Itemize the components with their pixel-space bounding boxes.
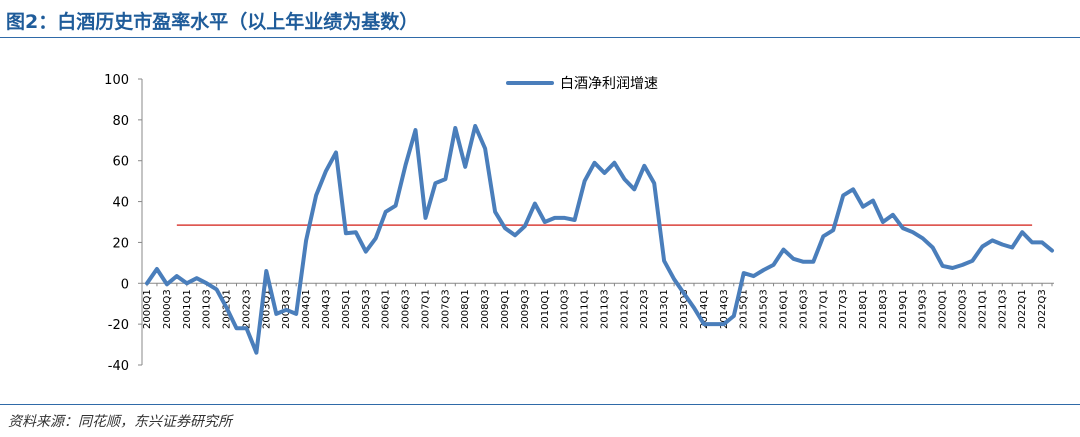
y-tick-label: 100 (104, 73, 129, 88)
x-tick-label: 2014Q1 (699, 289, 710, 329)
x-tick-label: 2016Q3 (798, 289, 809, 329)
x-tick-label: 2013Q1 (659, 289, 670, 329)
legend-label: 白酒净利润增速 (560, 76, 658, 92)
y-tick-label: -40 (108, 359, 129, 374)
x-tick-label: 2021Q3 (997, 289, 1008, 329)
x-tick-label: 2006Q3 (401, 289, 412, 329)
x-tick-label: 2020Q3 (957, 289, 968, 329)
x-tick-label: 2022Q1 (1017, 289, 1028, 329)
x-tick-label: 2018Q3 (878, 289, 889, 329)
source-divider (0, 404, 1080, 405)
y-axis: -40 -20 0 20 40 60 80 100 (104, 73, 143, 374)
x-tick-label: 2000Q1 (142, 289, 153, 329)
x-tick-label: 2007Q1 (420, 289, 431, 329)
x-tick-label: 2004Q3 (321, 289, 332, 329)
x-tick-label: 2018Q1 (858, 289, 869, 329)
x-tick-label: 2015Q1 (739, 289, 750, 329)
x-tick-label: 2005Q3 (361, 289, 372, 329)
y-tick-label: 0 (121, 277, 129, 292)
x-tick-label: 2020Q1 (938, 289, 949, 329)
x-tick-label: 2009Q3 (520, 289, 531, 329)
x-tick-label: 2003Q1 (261, 289, 272, 329)
legend: 白酒净利润增速 (506, 76, 658, 92)
x-tick-label: 2008Q1 (460, 289, 471, 329)
x-tick-label: 2004Q1 (301, 289, 312, 329)
y-tick-label: 40 (112, 196, 129, 211)
x-tick-label: 2000Q3 (162, 289, 173, 329)
line-chart: -40 -20 0 20 40 60 80 100 2000Q1 2000Q3 2001Q1 200… (104, 73, 1054, 374)
x-tick-label: 2015Q3 (759, 289, 770, 329)
x-tick-label: 2002Q3 (241, 289, 252, 329)
figure-title: 图2：白酒历史市盈率水平（以上年业绩为基数） (6, 11, 419, 33)
x-axis: 2000Q1 2000Q3 2001Q1 2001Q3 2002Q1 2002Q3 2003… (142, 282, 1054, 329)
x-tick-label: 2022Q3 (1037, 289, 1048, 329)
x-tick-label: 2001Q3 (202, 289, 213, 329)
x-tick-label: 2008Q3 (480, 289, 491, 329)
x-tick-label: 2019Q1 (898, 289, 909, 329)
x-tick-label: 2010Q1 (540, 289, 551, 329)
y-tick-label: 60 (112, 155, 129, 170)
x-tick-label: 2017Q3 (838, 289, 849, 329)
x-tick-label: 2005Q1 (341, 289, 352, 329)
x-tick-label: 2017Q1 (818, 289, 829, 329)
series-lines (145, 124, 1054, 355)
x-tick-label: 2013Q3 (679, 289, 690, 329)
y-tick-label: 80 (112, 114, 129, 129)
series-line-liquor-profit-growth (145, 124, 1054, 355)
y-tick-label: 20 (112, 236, 129, 251)
x-tick-label: 2012Q1 (619, 289, 630, 329)
x-tick-label: 2011Q1 (580, 289, 591, 329)
y-tick-label: -20 (108, 318, 129, 333)
x-tick-label: 2006Q1 (381, 289, 392, 329)
x-tick-label: 2019Q3 (918, 289, 929, 329)
x-tick-label: 2001Q1 (182, 289, 193, 329)
x-tick-label: 2011Q3 (599, 289, 610, 329)
x-tick-label: 2021Q1 (977, 289, 988, 329)
x-tick-label: 2010Q3 (560, 289, 571, 329)
x-tick-label: 2009Q1 (500, 289, 511, 329)
x-tick-label: 2012Q3 (639, 289, 650, 329)
title-divider (0, 37, 1080, 38)
x-tick-label: 2007Q3 (440, 289, 451, 329)
x-tick-label: 2016Q1 (778, 289, 789, 329)
x-tick-label: 2014Q3 (719, 289, 730, 329)
figure-source: 资料来源：同花顺，东兴证券研究所 (8, 414, 232, 430)
